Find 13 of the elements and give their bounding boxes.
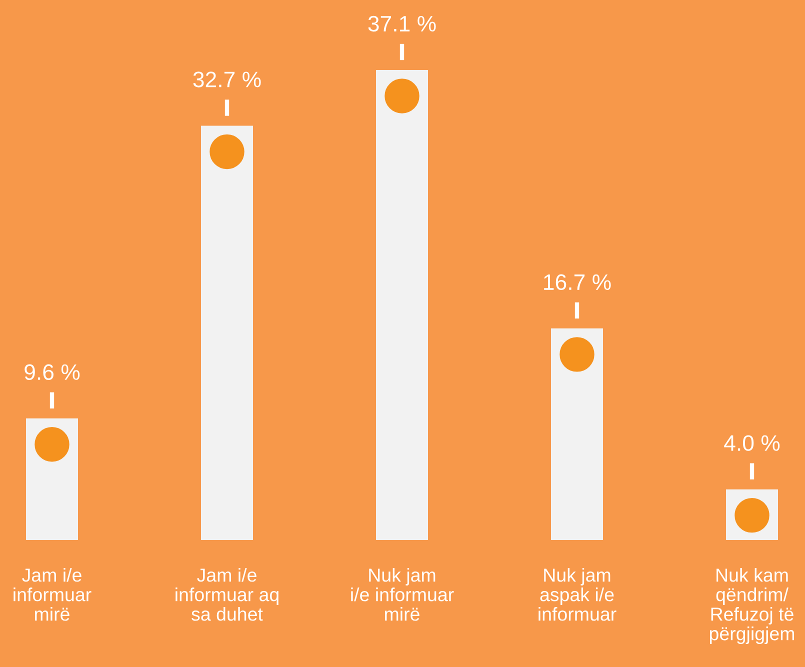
x-tick-label: Nuk kam qëndrim/ Refuzoj të përgjigjem [710, 568, 794, 644]
data-label: 16.7 % [544, 274, 611, 290]
x-tick-label: Jam i/e informuar aq sa duhet [176, 568, 278, 621]
bar [376, 70, 428, 540]
data-label: 9.6 % [24, 364, 80, 380]
bar [551, 328, 603, 540]
data-label: 37.1 % [368, 16, 436, 32]
x-tick-label: Nuk jam aspak i/e informuar [538, 568, 616, 621]
x-tick-label: Nuk jam i/e informuar mirë [351, 568, 454, 621]
x-tick-label: Jam i/e informuar mirë [14, 568, 92, 621]
data-label: 32.7 % [193, 72, 261, 88]
data-label: 4.0 % [724, 435, 780, 451]
bar [201, 126, 253, 540]
